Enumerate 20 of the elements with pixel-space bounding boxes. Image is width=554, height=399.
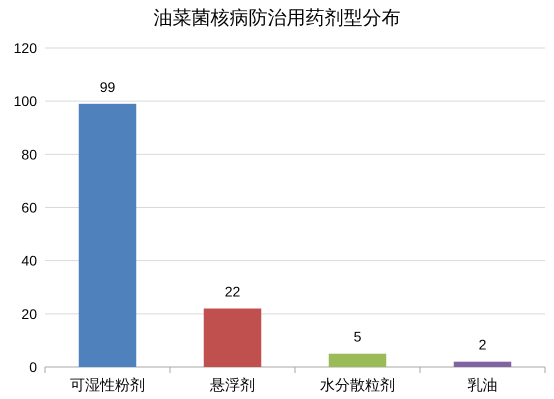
y-tick-label: 60 — [21, 200, 38, 216]
y-tick-label: 100 — [14, 93, 38, 110]
data-label: 99 — [100, 78, 116, 95]
bar — [328, 354, 386, 367]
data-label: 5 — [354, 328, 362, 345]
y-tick-label: 120 — [14, 40, 38, 56]
y-tick-label: 40 — [21, 252, 38, 269]
y-tick-label: 0 — [29, 359, 38, 375]
x-tick-label: 可湿性粉剂 — [70, 377, 145, 394]
x-tick-label: 水分散粒剂 — [320, 377, 395, 394]
x-tick-label: 悬浮剂 — [209, 377, 255, 394]
bar — [78, 104, 136, 367]
bar — [454, 362, 512, 367]
chart-title: 油菜菌核病防治用药剂型分布 — [154, 7, 400, 29]
data-label: 22 — [224, 284, 240, 300]
y-tick-label: 80 — [21, 146, 38, 162]
data-label: 2 — [478, 336, 487, 353]
x-tick-label: 乳油 — [468, 377, 498, 394]
y-tick-label: 20 — [21, 306, 38, 322]
bar — [204, 308, 262, 367]
